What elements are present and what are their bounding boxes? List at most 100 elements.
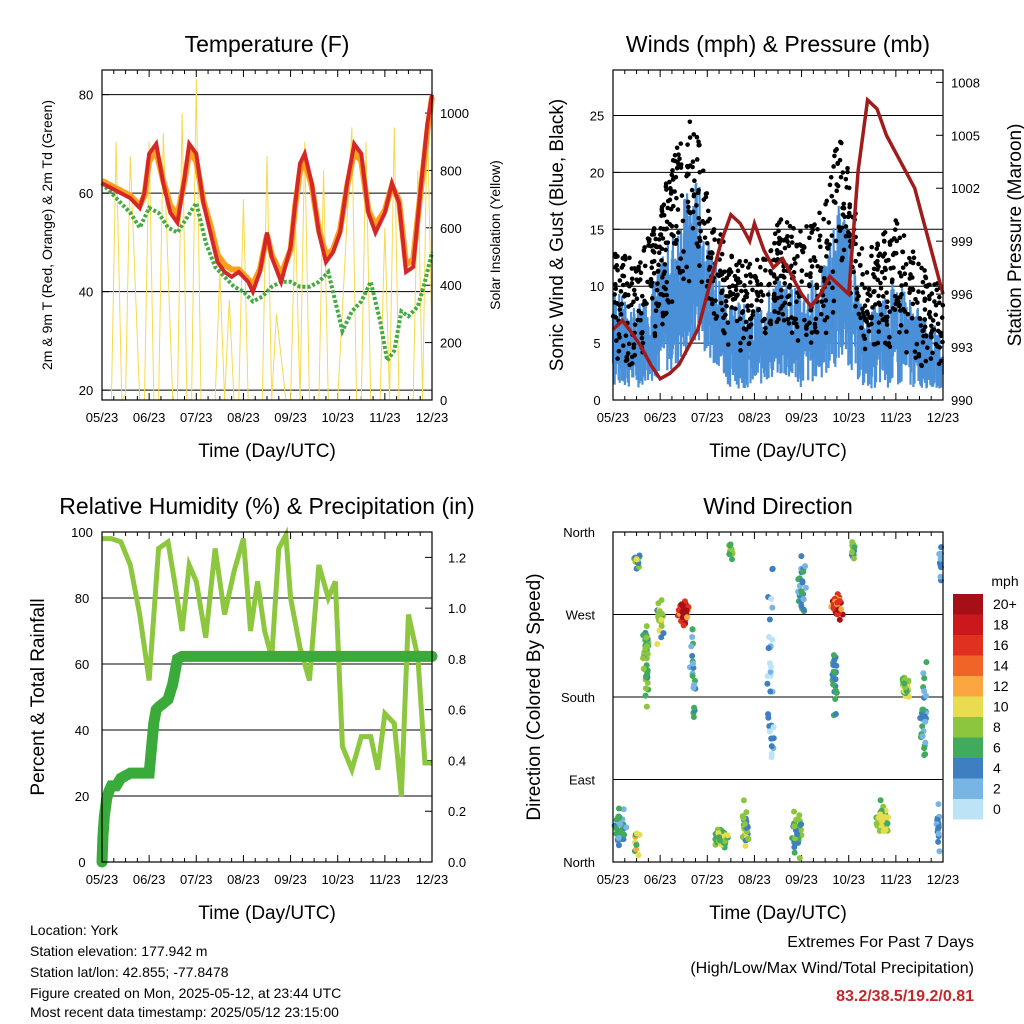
wind-gust-point (659, 258, 664, 263)
wind-gust-point (781, 318, 787, 323)
wind-gust-point (884, 304, 890, 310)
wind-direction-point (621, 831, 628, 838)
wind-gust-point (704, 191, 710, 196)
wind-gust-point (880, 294, 886, 299)
wind-gust-point (795, 254, 800, 259)
wind-gust-point (799, 279, 804, 284)
wind-gust-point (816, 237, 822, 243)
wind-gust-point (879, 312, 884, 317)
wind-gust-point (749, 303, 754, 308)
wind-gust-point (763, 325, 768, 331)
wind-gust-point (881, 238, 887, 244)
wind-gust-point (882, 275, 887, 281)
wind-gust-point (679, 193, 685, 198)
wind-gust-point (758, 289, 764, 295)
wind-gust-point (674, 237, 679, 243)
speed-legend-swatch (953, 717, 983, 738)
wind-gust-point (831, 199, 837, 204)
wind-gust-point (834, 182, 839, 187)
wind-direction-title: Wind Direction (703, 493, 853, 519)
wind-gust-point (614, 301, 620, 306)
temperature-y2tick-label: 600 (440, 221, 462, 236)
wind-gust-point (733, 306, 738, 312)
wind-direction-point (935, 824, 942, 831)
wind-gust-point (834, 188, 840, 194)
winds-y2tick-label: 1005 (951, 128, 980, 143)
wind-gust-point (824, 254, 829, 259)
wind-gust-point (892, 227, 898, 232)
speed-legend-label: 2 (993, 781, 1001, 797)
wind-direction-xtick-label: 12/23 (927, 872, 960, 887)
humidity-ytick-label: 40 (75, 723, 89, 738)
wind-gust-point (617, 307, 623, 312)
wind-gust-point (746, 308, 751, 313)
temperature-xtick-label: 07/23 (180, 410, 213, 425)
wind-gust-point (782, 281, 788, 286)
wind-direction-ytick-label: East (569, 773, 595, 788)
wind-direction-point (660, 630, 667, 637)
wind-gust-point (882, 265, 888, 271)
winds-y2label: Station Pressure (Maroon) (1005, 124, 1024, 347)
humidity-panel: Relative Humidity (%) & Precipitation (i… (28, 493, 475, 924)
wind-gust-point (789, 240, 795, 245)
winds-ytick-label: 10 (590, 279, 604, 294)
wind-gust-point (631, 342, 637, 347)
wind-gust-point (804, 272, 809, 278)
wind-gust-point (651, 270, 657, 276)
wind-gust-point (882, 230, 888, 235)
wind-gust-point (712, 237, 717, 242)
humidity-xlabel: Time (Day/UTC) (198, 903, 336, 924)
wind-direction-ytick-label: South (561, 690, 595, 705)
wind-direction-point (764, 680, 771, 687)
wind-gust-point (927, 309, 933, 315)
wind-gust-point (674, 195, 679, 201)
winds-y2tick-label: 990 (951, 393, 973, 408)
wind-gust-point (691, 193, 697, 199)
wind-direction-point (937, 555, 944, 562)
wind-gust-point (885, 299, 890, 305)
wind-gust-point (798, 243, 804, 249)
wind-gust-point (659, 292, 665, 297)
wind-gust-point (898, 308, 903, 313)
wind-gust-point (903, 262, 909, 267)
wind-direction-point (728, 556, 735, 563)
total-precipitation-line (96, 650, 438, 868)
wind-gust-point (613, 315, 619, 320)
wind-gust-point (669, 188, 674, 194)
wind-direction-point (640, 665, 647, 672)
winds-y2tick-label: 1008 (951, 75, 980, 90)
wind-gust-point (840, 170, 846, 175)
wind-gust-point (904, 350, 909, 355)
winds-ytick-label: 0 (593, 393, 600, 408)
wind-gust-point (778, 217, 784, 222)
wind-gust-point (724, 293, 729, 299)
wind-gust-point (862, 303, 868, 308)
temperature-ytick-label: 60 (79, 186, 93, 201)
speed-legend-swatch (953, 737, 983, 758)
wind-gust-point (732, 296, 738, 301)
winds-title: Winds (mph) & Pressure (mb) (626, 31, 930, 57)
wind-gust-point (638, 260, 643, 265)
wind-gust-point (746, 341, 752, 347)
wind-gust-point (618, 289, 624, 294)
wind-gust-point (778, 273, 784, 279)
wind-gust-point (743, 327, 749, 332)
wind-gust-point (685, 142, 690, 147)
wind-gust-point (752, 273, 758, 279)
wind-direction-point (802, 584, 809, 591)
wind-direction-point (834, 599, 841, 606)
wind-gust-point (858, 315, 863, 321)
wind-gust-point (814, 282, 819, 288)
wind-direction-ytick-label: North (563, 525, 595, 540)
wind-gust-point (867, 293, 873, 298)
wind-gust-point (738, 340, 743, 346)
wind-gust-point (677, 156, 682, 162)
wind-gust-point (903, 281, 909, 287)
wind-gust-point (791, 226, 796, 231)
humidity-y2tick-label: 0.2 (448, 804, 466, 819)
wind-gust-point (707, 216, 712, 222)
humidity-ytick-label: 80 (75, 591, 89, 606)
wind-gust-point (651, 258, 657, 264)
wind-gust-point (840, 205, 845, 211)
